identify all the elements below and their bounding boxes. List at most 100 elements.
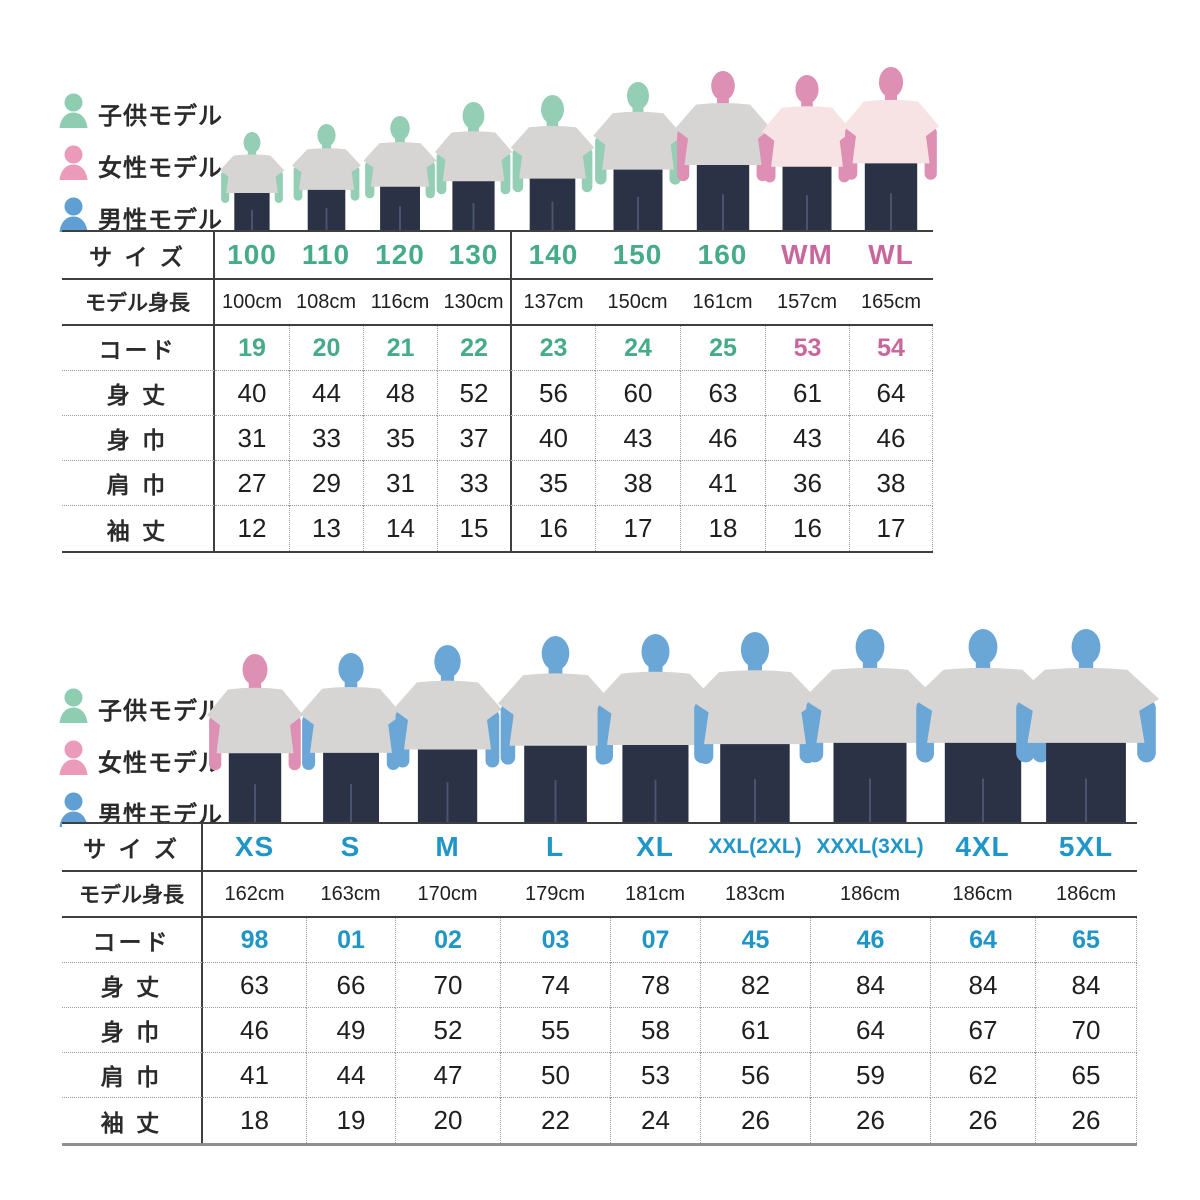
legend-label: 女性モデル xyxy=(98,154,223,182)
size-value-cell: 110 xyxy=(289,232,363,280)
adult-sizes-table: サ イ ズ XS S M L XL XXL(2XL) XXXL(3XL) 4XL 5XL モデル身長… xyxy=(62,822,1137,1146)
shoulder-value-cell: 29 xyxy=(289,461,363,506)
body_width-value-cell: 46 xyxy=(203,1008,306,1053)
size-value-cell: L xyxy=(500,824,610,872)
kid-model-figure-100 xyxy=(212,130,292,230)
body_length-value-cell: 84 xyxy=(930,963,1035,1008)
shoulder-value-cell: 56 xyxy=(700,1053,810,1098)
shoulder-value-cell: 50 xyxy=(500,1053,610,1098)
kid-model-figure-110 xyxy=(284,122,369,230)
code-value-cell: 65 xyxy=(1035,918,1137,963)
body_width-value-cell: 43 xyxy=(595,416,680,461)
code-value-cell: 98 xyxy=(203,918,306,963)
shoulder-value-cell: 59 xyxy=(810,1053,930,1098)
code-value-cell: 21 xyxy=(363,326,437,371)
height-value-cell: 116cm xyxy=(363,280,437,326)
code-value-cell: 02 xyxy=(395,918,500,963)
sleeve-value-cell: 15 xyxy=(437,506,510,551)
legend-item-man: 男性モデル xyxy=(58,197,223,237)
code-value-cell: 20 xyxy=(289,326,363,371)
height-value-cell: 162cm xyxy=(203,872,306,918)
code-value-cell: 25 xyxy=(680,326,765,371)
height-value-cell: 186cm xyxy=(930,872,1035,918)
code-value-cell: 22 xyxy=(437,326,510,371)
sleeve-value-cell: 18 xyxy=(240,1105,269,1135)
body_width-value-cell: 37 xyxy=(437,416,510,461)
body_length-value-cell: 84 xyxy=(810,963,930,1008)
body_length-row-label: 身 丈 xyxy=(62,963,203,1008)
height-value-cell: 163cm xyxy=(306,872,395,918)
body_length-value-cell: 40 xyxy=(215,371,289,416)
man-model-icon xyxy=(58,197,89,237)
sleeve-value-cell: 16 xyxy=(510,506,595,551)
body_width-value-cell: 31 xyxy=(215,416,289,461)
body_length-value-cell: 84 xyxy=(1035,963,1137,1008)
code-value-cell: 19 xyxy=(215,326,289,371)
model-figures-row xyxy=(203,626,1160,822)
kids-women-sizes-table: サ イ ズ 100 110 120 130 140 150 160 WM WL モデル身長 100cm… xyxy=(62,230,933,553)
woman-model-icon xyxy=(58,145,89,185)
man-model-figure-XXXL(3XL) xyxy=(788,627,952,822)
height-value-cell: 108cm xyxy=(289,280,363,326)
body_width-value-cell: 46 xyxy=(680,416,765,461)
sleeve-value-cell: 20 xyxy=(395,1098,500,1143)
model_height-row-label: モデル身長 xyxy=(62,872,203,918)
height-value-cell: 161cm xyxy=(680,280,765,326)
size-value-cell: 150 xyxy=(595,232,680,280)
body_width-value-cell: 43 xyxy=(765,416,849,461)
sleeve-value-cell: 19 xyxy=(306,1098,395,1143)
sleeve-value-cell: 26 xyxy=(810,1098,930,1143)
shoulder-value-cell: 62 xyxy=(930,1053,1035,1098)
code-row-label: コード xyxy=(62,326,215,371)
height-value-cell: 100cm xyxy=(215,280,289,326)
height-value-cell: 157cm xyxy=(765,280,849,326)
shoulder-value-cell: 65 xyxy=(1035,1053,1137,1098)
woman-model-figure-WM xyxy=(752,73,862,230)
body_width-value-cell: 35 xyxy=(363,416,437,461)
kid-model-icon xyxy=(58,93,89,133)
code-row-label: コード xyxy=(62,918,203,963)
body_width-value-cell: 49 xyxy=(306,1008,395,1053)
legend-item-kid: 子供モデル xyxy=(58,93,223,133)
body_length-value-cell: 61 xyxy=(765,371,849,416)
kid-model-figure-150 xyxy=(583,80,693,230)
size-value-cell: WM xyxy=(765,232,849,280)
shoulder-value-cell: 47 xyxy=(395,1053,500,1098)
size-value-cell: 120 xyxy=(363,232,437,280)
legend-item-woman: 女性モデル xyxy=(58,145,223,185)
height-value-cell: 137cm xyxy=(510,280,595,326)
body_length-value-cell: 56 xyxy=(510,371,595,416)
height-value-cell: 186cm xyxy=(1035,872,1137,918)
size-value-cell: 130 xyxy=(437,232,510,280)
shoulder-value-cell: 27 xyxy=(215,461,289,506)
body_width-value-cell: 33 xyxy=(289,416,363,461)
sleeve-value-cell: 14 xyxy=(363,506,437,551)
kid-model-icon xyxy=(58,688,89,728)
height-value-cell: 150cm xyxy=(595,280,680,326)
sleeve-value-cell: 17 xyxy=(849,506,933,551)
woman-model-icon xyxy=(58,740,89,780)
legend-label: 男性モデル xyxy=(98,206,223,234)
kid-model-figure-130 xyxy=(426,100,521,230)
code-value-cell: 03 xyxy=(500,918,610,963)
man-model-figure-M xyxy=(381,643,514,822)
size-value-cell: XXXL(3XL) xyxy=(810,824,930,872)
shoulder-value-cell: 44 xyxy=(306,1053,395,1098)
size-value-cell: WL xyxy=(849,232,933,280)
height-value-cell: 170cm xyxy=(395,872,500,918)
shoulder-value-cell: 36 xyxy=(765,461,849,506)
legend-item-kid: 子供モデル xyxy=(58,688,223,728)
body_length-value-cell: 78 xyxy=(610,963,700,1008)
woman-model-figure-XS xyxy=(196,652,314,822)
size-value-cell: M xyxy=(395,824,500,872)
body_length-value-cell: 74 xyxy=(500,963,610,1008)
code-value-cell: 45 xyxy=(700,918,810,963)
body_length-value-cell: 70 xyxy=(395,963,500,1008)
height-value-cell: 181cm xyxy=(610,872,700,918)
shoulder-value-cell: 35 xyxy=(510,461,595,506)
body_width-value-cell: 52 xyxy=(395,1008,500,1053)
sleeve-value-cell: 26 xyxy=(1035,1098,1137,1143)
sleeve_length-row-label: 袖 丈 xyxy=(62,506,215,551)
shoulder-value-cell: 31 xyxy=(363,461,437,506)
code-value-cell: 53 xyxy=(765,326,849,371)
